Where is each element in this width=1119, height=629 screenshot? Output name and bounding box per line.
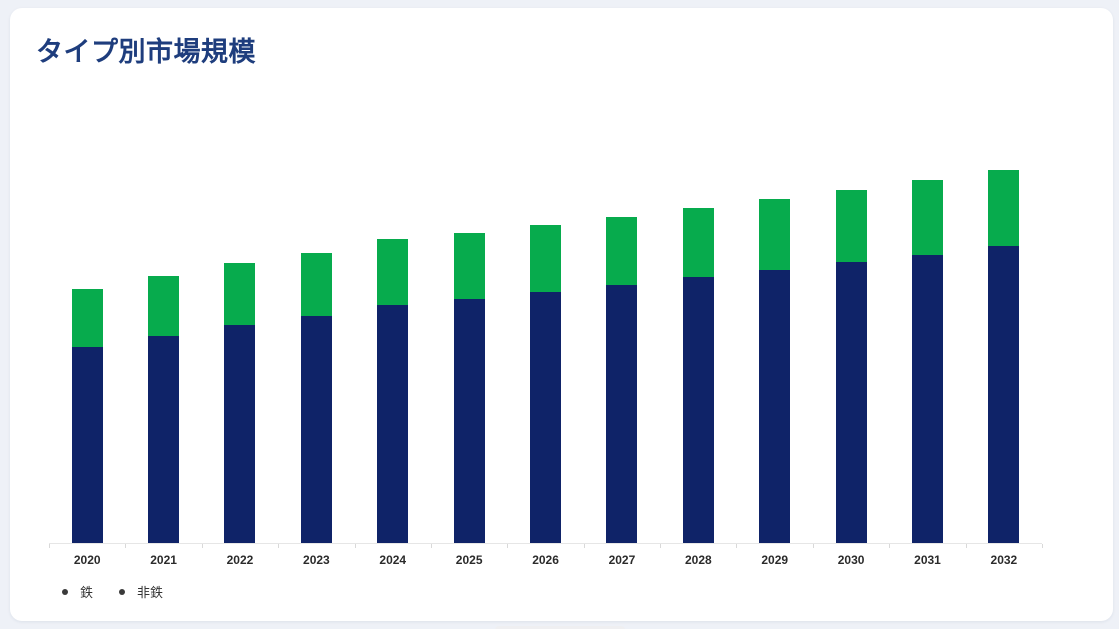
- x-axis-label-2025: 2025: [455, 553, 483, 567]
- bar-segment-鉄-2028[interactable]: [682, 277, 714, 543]
- axis-tick: [812, 544, 814, 548]
- x-axis-label-2031: 2031: [914, 553, 941, 567]
- stacked-bar-2030[interactable]: [835, 190, 867, 543]
- bar-segment-鉄-2022[interactable]: [224, 325, 256, 543]
- bar-segment-鉄-2031[interactable]: [911, 255, 943, 543]
- bar-segment-鉄-2025[interactable]: [453, 299, 485, 543]
- x-axis-label-2027: 2027: [608, 553, 636, 567]
- axis-tick: [889, 544, 891, 548]
- x-axis-label-2024: 2024: [379, 553, 407, 567]
- x-axis-label-2028: 2028: [684, 553, 712, 567]
- axis-tick: [965, 544, 967, 548]
- axis-tick: [201, 544, 203, 548]
- plot-area: [49, 120, 1043, 548]
- bar-segment-鉄-2024[interactable]: [377, 305, 409, 543]
- chart-title: タイプ別市場規模: [36, 37, 256, 67]
- bar-segment-鉄-2029[interactable]: [759, 270, 791, 543]
- legend-marker-icon: [119, 588, 126, 595]
- bar-group-2031: [889, 120, 965, 543]
- stacked-bar-2023[interactable]: [300, 253, 332, 543]
- bar-segment-非鉄-2021[interactable]: [148, 276, 180, 336]
- x-axis-label-2029: 2029: [761, 553, 789, 567]
- bar-group-2030: [813, 120, 889, 543]
- bar-group-2027: [584, 120, 660, 543]
- bar-group-2024: [355, 120, 431, 543]
- bar-segment-鉄-2027[interactable]: [606, 285, 638, 543]
- bar-segment-非鉄-2022[interactable]: [224, 263, 256, 325]
- axis-tick: [660, 544, 662, 548]
- bar-group-2028: [660, 120, 736, 543]
- stacked-bar-2022[interactable]: [224, 263, 256, 543]
- x-axis-labels: 2020 2021 2022 2023 2024 2025 2026 2027 2028 2029…: [49, 553, 1042, 567]
- axis-tick: [278, 544, 280, 548]
- bar-segment-非鉄-2026[interactable]: [530, 225, 562, 292]
- bar-segment-鉄-2020[interactable]: [71, 347, 103, 543]
- bar-segment-鉄-2026[interactable]: [530, 292, 562, 543]
- stacked-bar-2027[interactable]: [606, 217, 638, 543]
- stacked-bar-2024[interactable]: [377, 239, 409, 543]
- stacked-bar-2028[interactable]: [682, 208, 714, 543]
- bar-segment-鉄-2032[interactable]: [988, 246, 1020, 543]
- bar-group-2021: [125, 120, 201, 543]
- bar-group-2032: [966, 120, 1042, 543]
- legend-marker-icon: [62, 588, 68, 595]
- legend-label: 非鉄: [137, 585, 164, 600]
- bar-segment-非鉄-2020[interactable]: [71, 289, 103, 347]
- bar-group-2022: [202, 120, 278, 543]
- bar-segment-非鉄-2031[interactable]: [911, 180, 943, 255]
- bar-segment-非鉄-2030[interactable]: [835, 190, 867, 262]
- x-axis-label-2020: 2020: [73, 553, 101, 567]
- bar-segment-非鉄-2028[interactable]: [682, 208, 714, 277]
- axis-tick: [125, 544, 127, 548]
- x-axis-label-2022: 2022: [226, 553, 254, 567]
- stacked-bar-2026[interactable]: [530, 225, 562, 543]
- stacked-bar-2020[interactable]: [71, 289, 103, 543]
- bar-segment-鉄-2023[interactable]: [300, 316, 332, 543]
- bar-group-2025: [431, 120, 507, 543]
- bar-segment-非鉄-2024[interactable]: [377, 239, 409, 305]
- bar-segment-非鉄-2023[interactable]: [300, 253, 332, 316]
- bar-group-2026: [507, 120, 583, 543]
- axis-tick: [583, 544, 585, 548]
- bar-group-2023: [278, 120, 354, 543]
- axis-tick: [1042, 544, 1043, 548]
- stacked-bar-2032[interactable]: [988, 170, 1020, 543]
- bar-group-2029: [737, 120, 813, 543]
- x-axis-label-2032: 2032: [990, 553, 1018, 567]
- axis-tick: [354, 544, 356, 548]
- bar-segment-非鉄-2025[interactable]: [453, 233, 485, 299]
- x-axis-label-2026: 2026: [532, 553, 559, 567]
- legend-item-非鉄[interactable]: 非鉄: [119, 582, 163, 601]
- bar-segment-鉄-2021[interactable]: [148, 336, 180, 543]
- bar-segment-鉄-2030[interactable]: [835, 262, 867, 543]
- stacked-bar-2031[interactable]: [911, 180, 943, 543]
- chart-legend: 鉄 非鉄: [62, 582, 163, 601]
- x-axis-label-2021: 2021: [150, 553, 177, 567]
- legend-item-鉄[interactable]: 鉄: [62, 582, 93, 601]
- plot-area-wrap: [49, 120, 1043, 548]
- next-card-top-edge: [495, 626, 625, 629]
- bar-group-2020: [49, 120, 125, 543]
- axis-tick: [49, 544, 50, 548]
- x-axis-label-2023: 2023: [303, 553, 330, 567]
- stacked-bar-2025[interactable]: [453, 233, 485, 543]
- chart-card: タイプ別市場規模 2020 2021 2022 2023 2024 2025 2026 202…: [10, 8, 1113, 621]
- axis-tick: [507, 544, 509, 548]
- bar-segment-非鉄-2032[interactable]: [988, 170, 1020, 246]
- bar-segment-非鉄-2027[interactable]: [606, 217, 638, 285]
- axis-tick: [736, 544, 738, 548]
- x-axis-label-2030: 2030: [837, 553, 865, 567]
- axis-tick: [430, 544, 432, 548]
- bar-segment-非鉄-2029[interactable]: [759, 199, 791, 270]
- stacked-bar-2021[interactable]: [148, 276, 180, 543]
- stacked-bar-2029[interactable]: [759, 199, 791, 543]
- legend-label: 鉄: [80, 585, 94, 600]
